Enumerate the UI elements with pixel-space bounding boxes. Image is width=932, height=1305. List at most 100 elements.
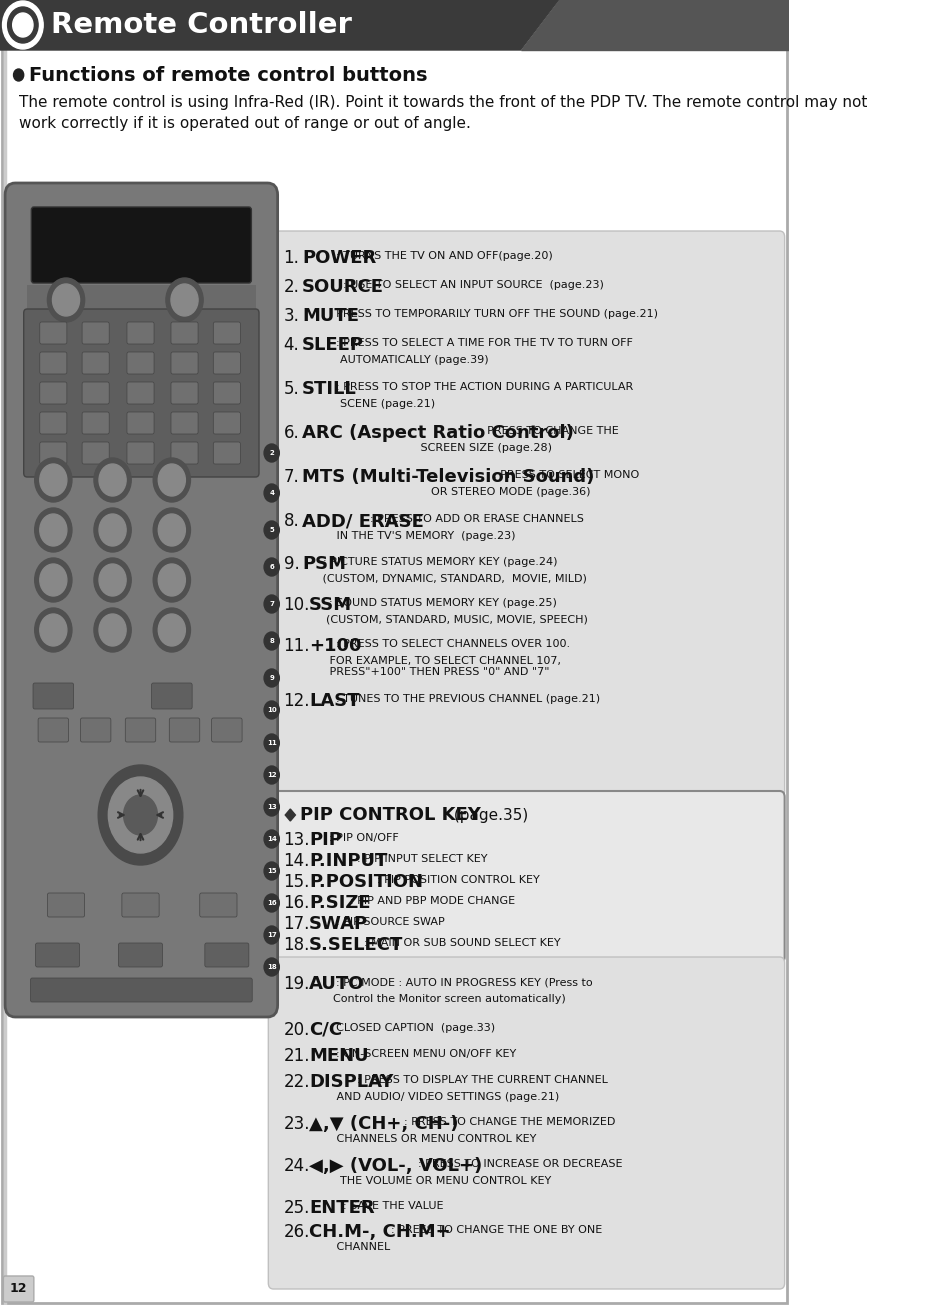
- Text: : SOUND STATUS MEMORY KEY (page.25): : SOUND STATUS MEMORY KEY (page.25): [329, 598, 557, 608]
- Circle shape: [99, 465, 126, 496]
- Text: 11: 11: [267, 740, 277, 746]
- Text: 16: 16: [267, 900, 277, 906]
- Circle shape: [108, 776, 172, 853]
- Text: The remote control is using Infra-Red (IR). Point it towards the front of the PD: The remote control is using Infra-Red (I…: [19, 95, 867, 110]
- FancyBboxPatch shape: [4, 1276, 34, 1302]
- FancyBboxPatch shape: [268, 957, 785, 1289]
- Text: 17.: 17.: [283, 915, 310, 933]
- FancyBboxPatch shape: [125, 718, 156, 743]
- Text: 20.: 20.: [283, 1021, 310, 1039]
- Text: 3.: 3.: [283, 307, 299, 325]
- Circle shape: [40, 465, 67, 496]
- Text: 2.: 2.: [283, 278, 299, 296]
- Text: 7: 7: [269, 602, 274, 607]
- Text: 12.: 12.: [283, 692, 310, 710]
- Circle shape: [264, 484, 280, 502]
- Text: 9: 9: [269, 675, 274, 681]
- Text: : PRESS TO DISPLAY THE CURRENT CHANNEL: : PRESS TO DISPLAY THE CURRENT CHANNEL: [357, 1075, 608, 1084]
- Text: : PRESS TO INCREASE OR DECREASE: : PRESS TO INCREASE OR DECREASE: [418, 1159, 623, 1169]
- Text: 19.: 19.: [283, 975, 310, 993]
- Text: C/C: C/C: [308, 1021, 342, 1039]
- Text: AUTOMATICALLY (page.39): AUTOMATICALLY (page.39): [283, 355, 488, 364]
- Text: POWER: POWER: [302, 249, 377, 268]
- FancyBboxPatch shape: [152, 683, 192, 709]
- Text: 11.: 11.: [283, 637, 310, 655]
- Text: 10.: 10.: [283, 596, 310, 613]
- FancyBboxPatch shape: [33, 683, 74, 709]
- Text: 6.: 6.: [283, 424, 299, 442]
- Text: 18.: 18.: [283, 936, 310, 954]
- Text: PIP: PIP: [308, 831, 342, 850]
- Text: PIP CONTROL KEY: PIP CONTROL KEY: [300, 806, 481, 823]
- FancyBboxPatch shape: [40, 322, 67, 345]
- Text: CHANNEL: CHANNEL: [283, 1241, 390, 1251]
- Text: : CLOSED CAPTION  (page.33): : CLOSED CAPTION (page.33): [329, 1023, 496, 1034]
- FancyBboxPatch shape: [40, 382, 67, 405]
- Text: : PRESS TO SELECT MONO: : PRESS TO SELECT MONO: [493, 470, 639, 480]
- Text: : PIP SOURCE SWAP: : PIP SOURCE SWAP: [336, 917, 445, 927]
- Text: : USE TO SELECT AN INPUT SOURCE  (page.23): : USE TO SELECT AN INPUT SOURCE (page.23…: [343, 281, 604, 290]
- Circle shape: [40, 514, 67, 545]
- FancyBboxPatch shape: [171, 382, 199, 405]
- Text: ARC (Aspect Ratio Control): ARC (Aspect Ratio Control): [302, 424, 574, 442]
- Text: 6: 6: [269, 564, 274, 570]
- Text: : MAIN OR SUB SOUND SELECT KEY: : MAIN OR SUB SOUND SELECT KEY: [363, 938, 560, 947]
- Text: P.INPUT: P.INPUT: [308, 852, 388, 870]
- Text: ENTER: ENTER: [308, 1199, 375, 1218]
- Circle shape: [153, 608, 190, 652]
- FancyBboxPatch shape: [122, 893, 159, 917]
- Text: SWAP: SWAP: [308, 915, 368, 933]
- Text: 24.: 24.: [283, 1158, 310, 1174]
- FancyBboxPatch shape: [40, 352, 67, 375]
- Text: 13: 13: [267, 804, 277, 810]
- Text: SCENE (page.21): SCENE (page.21): [283, 398, 434, 408]
- Text: OR STEREO MODE (page.36): OR STEREO MODE (page.36): [283, 487, 590, 497]
- FancyBboxPatch shape: [40, 442, 67, 465]
- Text: SSM: SSM: [308, 596, 352, 613]
- Text: AND AUDIO/ VIDEO SETTINGS (page.21): AND AUDIO/ VIDEO SETTINGS (page.21): [283, 1091, 559, 1101]
- Text: 12: 12: [267, 773, 277, 778]
- FancyBboxPatch shape: [82, 382, 109, 405]
- Text: S.SELECT: S.SELECT: [308, 936, 404, 954]
- Text: MUTE: MUTE: [302, 307, 359, 325]
- Text: : PRESS TO SELECT A TIME FOR THE TV TO TURN OFF: : PRESS TO SELECT A TIME FOR THE TV TO T…: [336, 338, 633, 348]
- Circle shape: [34, 608, 72, 652]
- Circle shape: [13, 13, 33, 37]
- FancyBboxPatch shape: [127, 322, 154, 345]
- Circle shape: [158, 613, 185, 646]
- Text: 8.: 8.: [283, 512, 299, 530]
- Circle shape: [264, 894, 280, 912]
- Circle shape: [264, 559, 280, 576]
- Circle shape: [99, 564, 126, 596]
- Circle shape: [166, 278, 203, 322]
- Text: : PIP AND PBP MODE CHANGE: : PIP AND PBP MODE CHANGE: [350, 897, 515, 906]
- Text: 9.: 9.: [283, 555, 299, 573]
- Text: : SAVE THE VALUE: : SAVE THE VALUE: [343, 1201, 444, 1211]
- Text: 5.: 5.: [283, 380, 299, 398]
- Circle shape: [264, 701, 280, 719]
- FancyBboxPatch shape: [23, 309, 259, 478]
- Circle shape: [14, 69, 23, 81]
- Text: : PRESS TO ADD OR ERASE CHANNELS: : PRESS TO ADD OR ERASE CHANNELS: [370, 514, 584, 525]
- Text: : PIP ON/OFF: : PIP ON/OFF: [329, 833, 399, 843]
- Text: SOURCE: SOURCE: [302, 278, 384, 296]
- Text: P.SIZE: P.SIZE: [308, 894, 370, 912]
- Text: : PC MODE : AUTO IN PROGRESS KEY (Press to: : PC MODE : AUTO IN PROGRESS KEY (Press …: [336, 977, 593, 987]
- Circle shape: [124, 795, 158, 835]
- FancyBboxPatch shape: [31, 977, 253, 1002]
- Text: 18: 18: [267, 964, 277, 970]
- Circle shape: [158, 514, 185, 545]
- Circle shape: [264, 797, 280, 816]
- FancyBboxPatch shape: [82, 322, 109, 345]
- Text: 14.: 14.: [283, 852, 310, 870]
- Circle shape: [264, 521, 280, 539]
- Text: 26.: 26.: [283, 1223, 310, 1241]
- Circle shape: [40, 613, 67, 646]
- Text: : PRESS TO CHANGE THE: : PRESS TO CHANGE THE: [480, 425, 618, 436]
- FancyBboxPatch shape: [268, 791, 785, 963]
- Circle shape: [34, 508, 72, 552]
- Circle shape: [264, 444, 280, 462]
- Circle shape: [94, 559, 131, 602]
- FancyBboxPatch shape: [212, 718, 242, 743]
- Text: MENU: MENU: [308, 1047, 368, 1065]
